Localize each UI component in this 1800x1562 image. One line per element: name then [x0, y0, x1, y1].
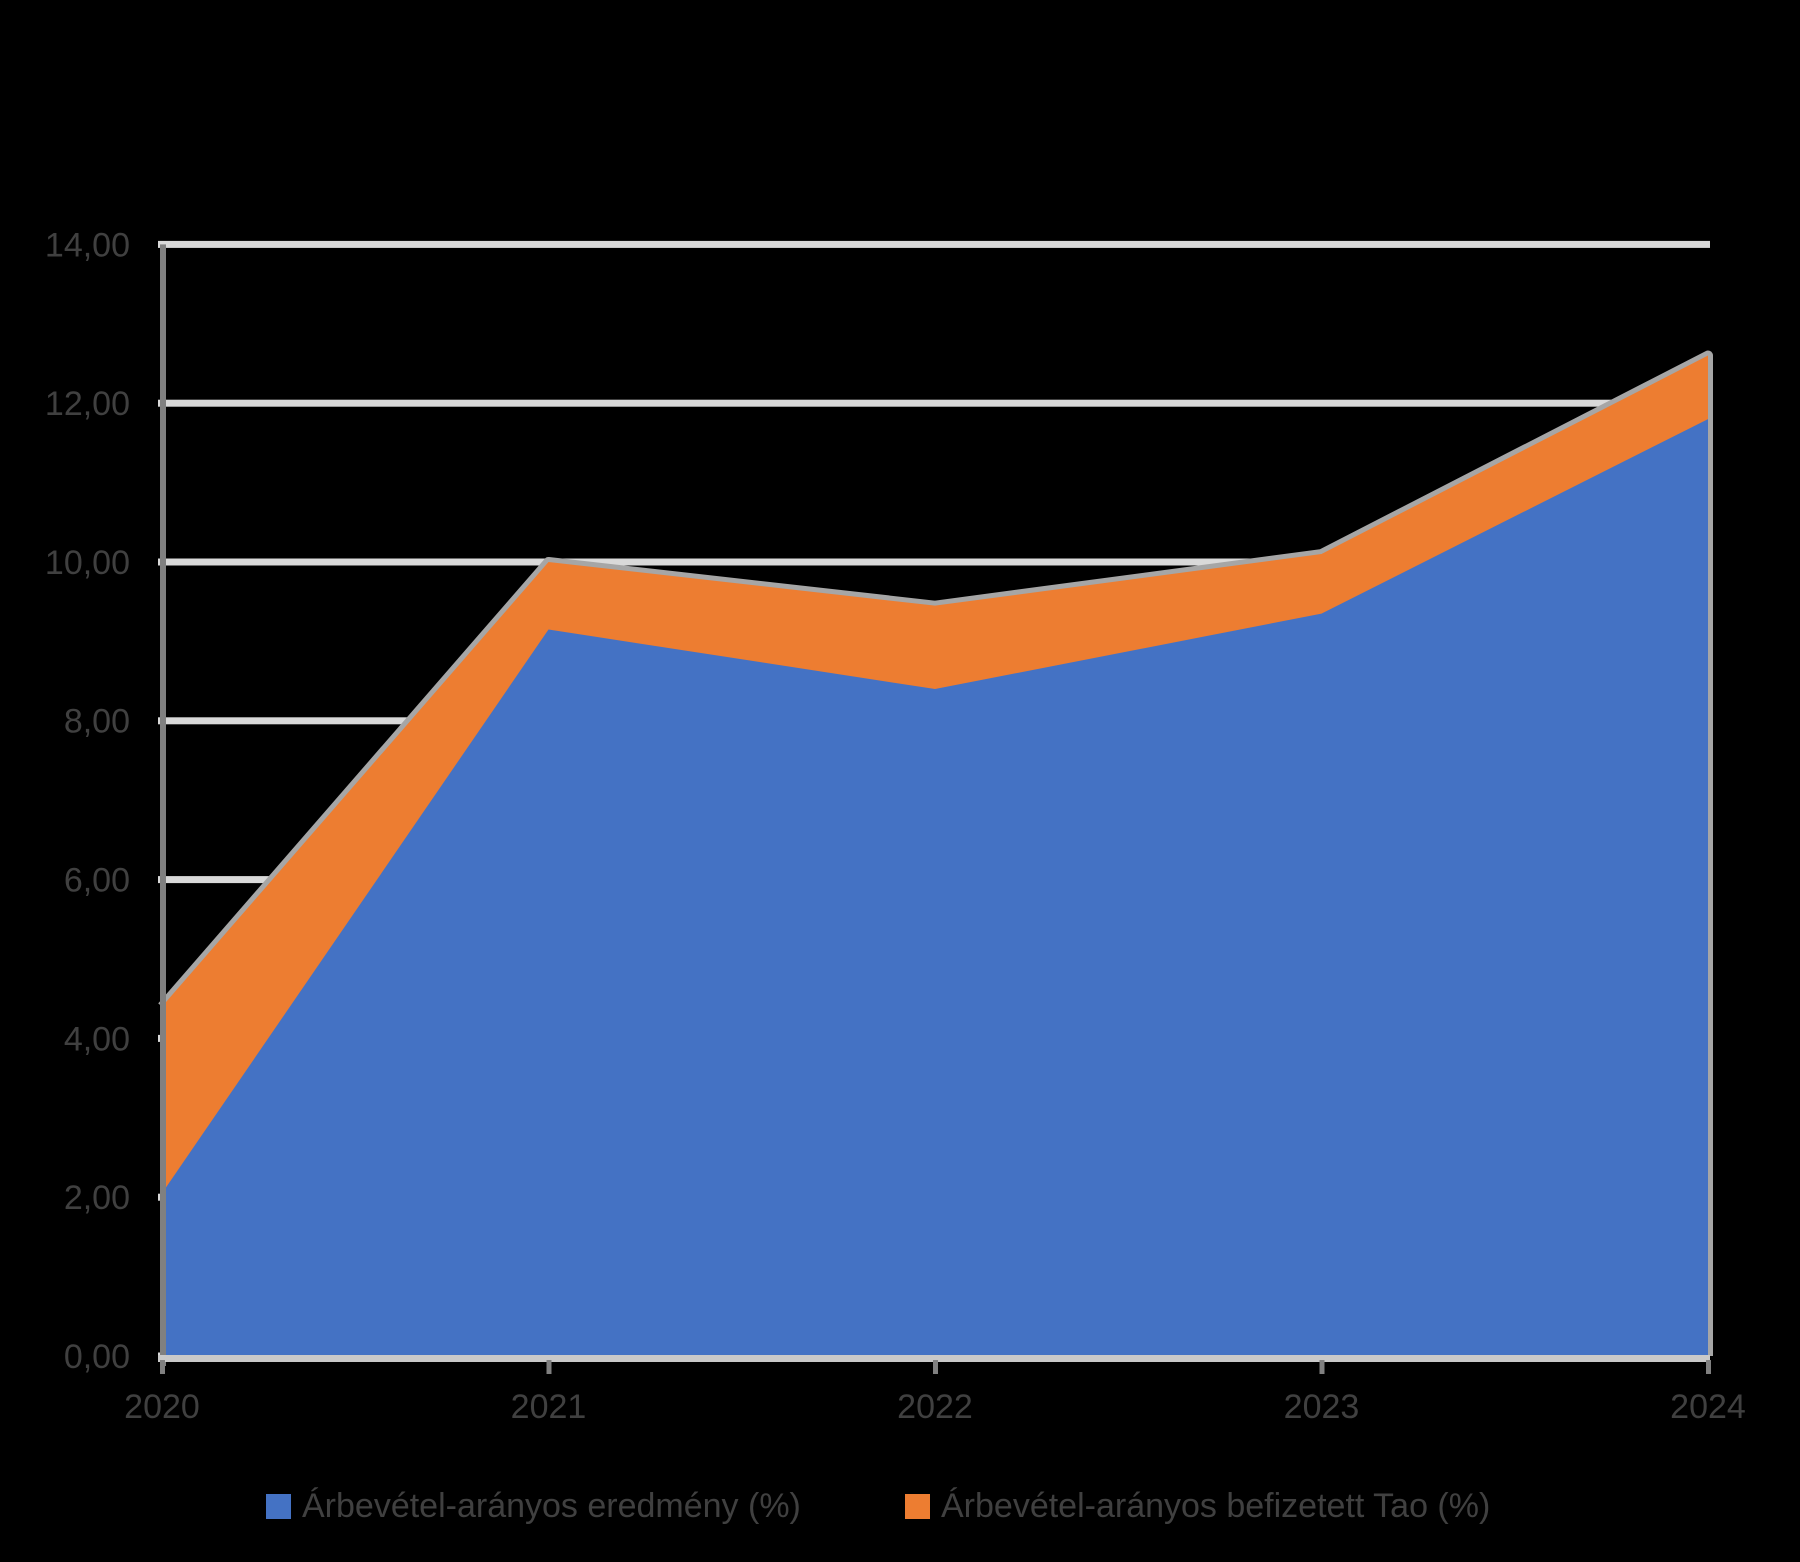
y-axis-label: 0,00	[64, 1338, 130, 1376]
y-axis-label: 14,00	[45, 226, 130, 264]
x-axis-tick	[933, 1360, 938, 1374]
x-axis-label: 2020	[124, 1388, 200, 1426]
y-axis-line	[160, 244, 166, 1366]
gridline	[158, 558, 1710, 566]
gridline	[158, 240, 1710, 248]
y-axis-label: 2,00	[64, 1179, 130, 1217]
x-axis-line	[158, 1355, 1710, 1362]
x-axis-tick	[160, 1360, 165, 1374]
x-axis-label: 2024	[1670, 1388, 1746, 1426]
y-axis-label: 6,00	[64, 862, 130, 900]
x-axis-label: 2023	[1284, 1388, 1360, 1426]
x-axis-label: 2022	[897, 1388, 973, 1426]
x-axis-tick	[1706, 1360, 1711, 1374]
series-area-eredmeny	[162, 419, 1708, 1357]
x-axis-tick	[1319, 1360, 1325, 1374]
x-axis-tick	[546, 1360, 552, 1374]
y-axis-label: 10,00	[45, 544, 130, 582]
y-axis-label: 4,00	[64, 1020, 130, 1058]
x-axis-label: 2021	[511, 1388, 587, 1426]
y-axis-label: 12,00	[45, 385, 130, 423]
y-axis-label: 8,00	[64, 703, 130, 741]
gridline	[158, 399, 1710, 407]
